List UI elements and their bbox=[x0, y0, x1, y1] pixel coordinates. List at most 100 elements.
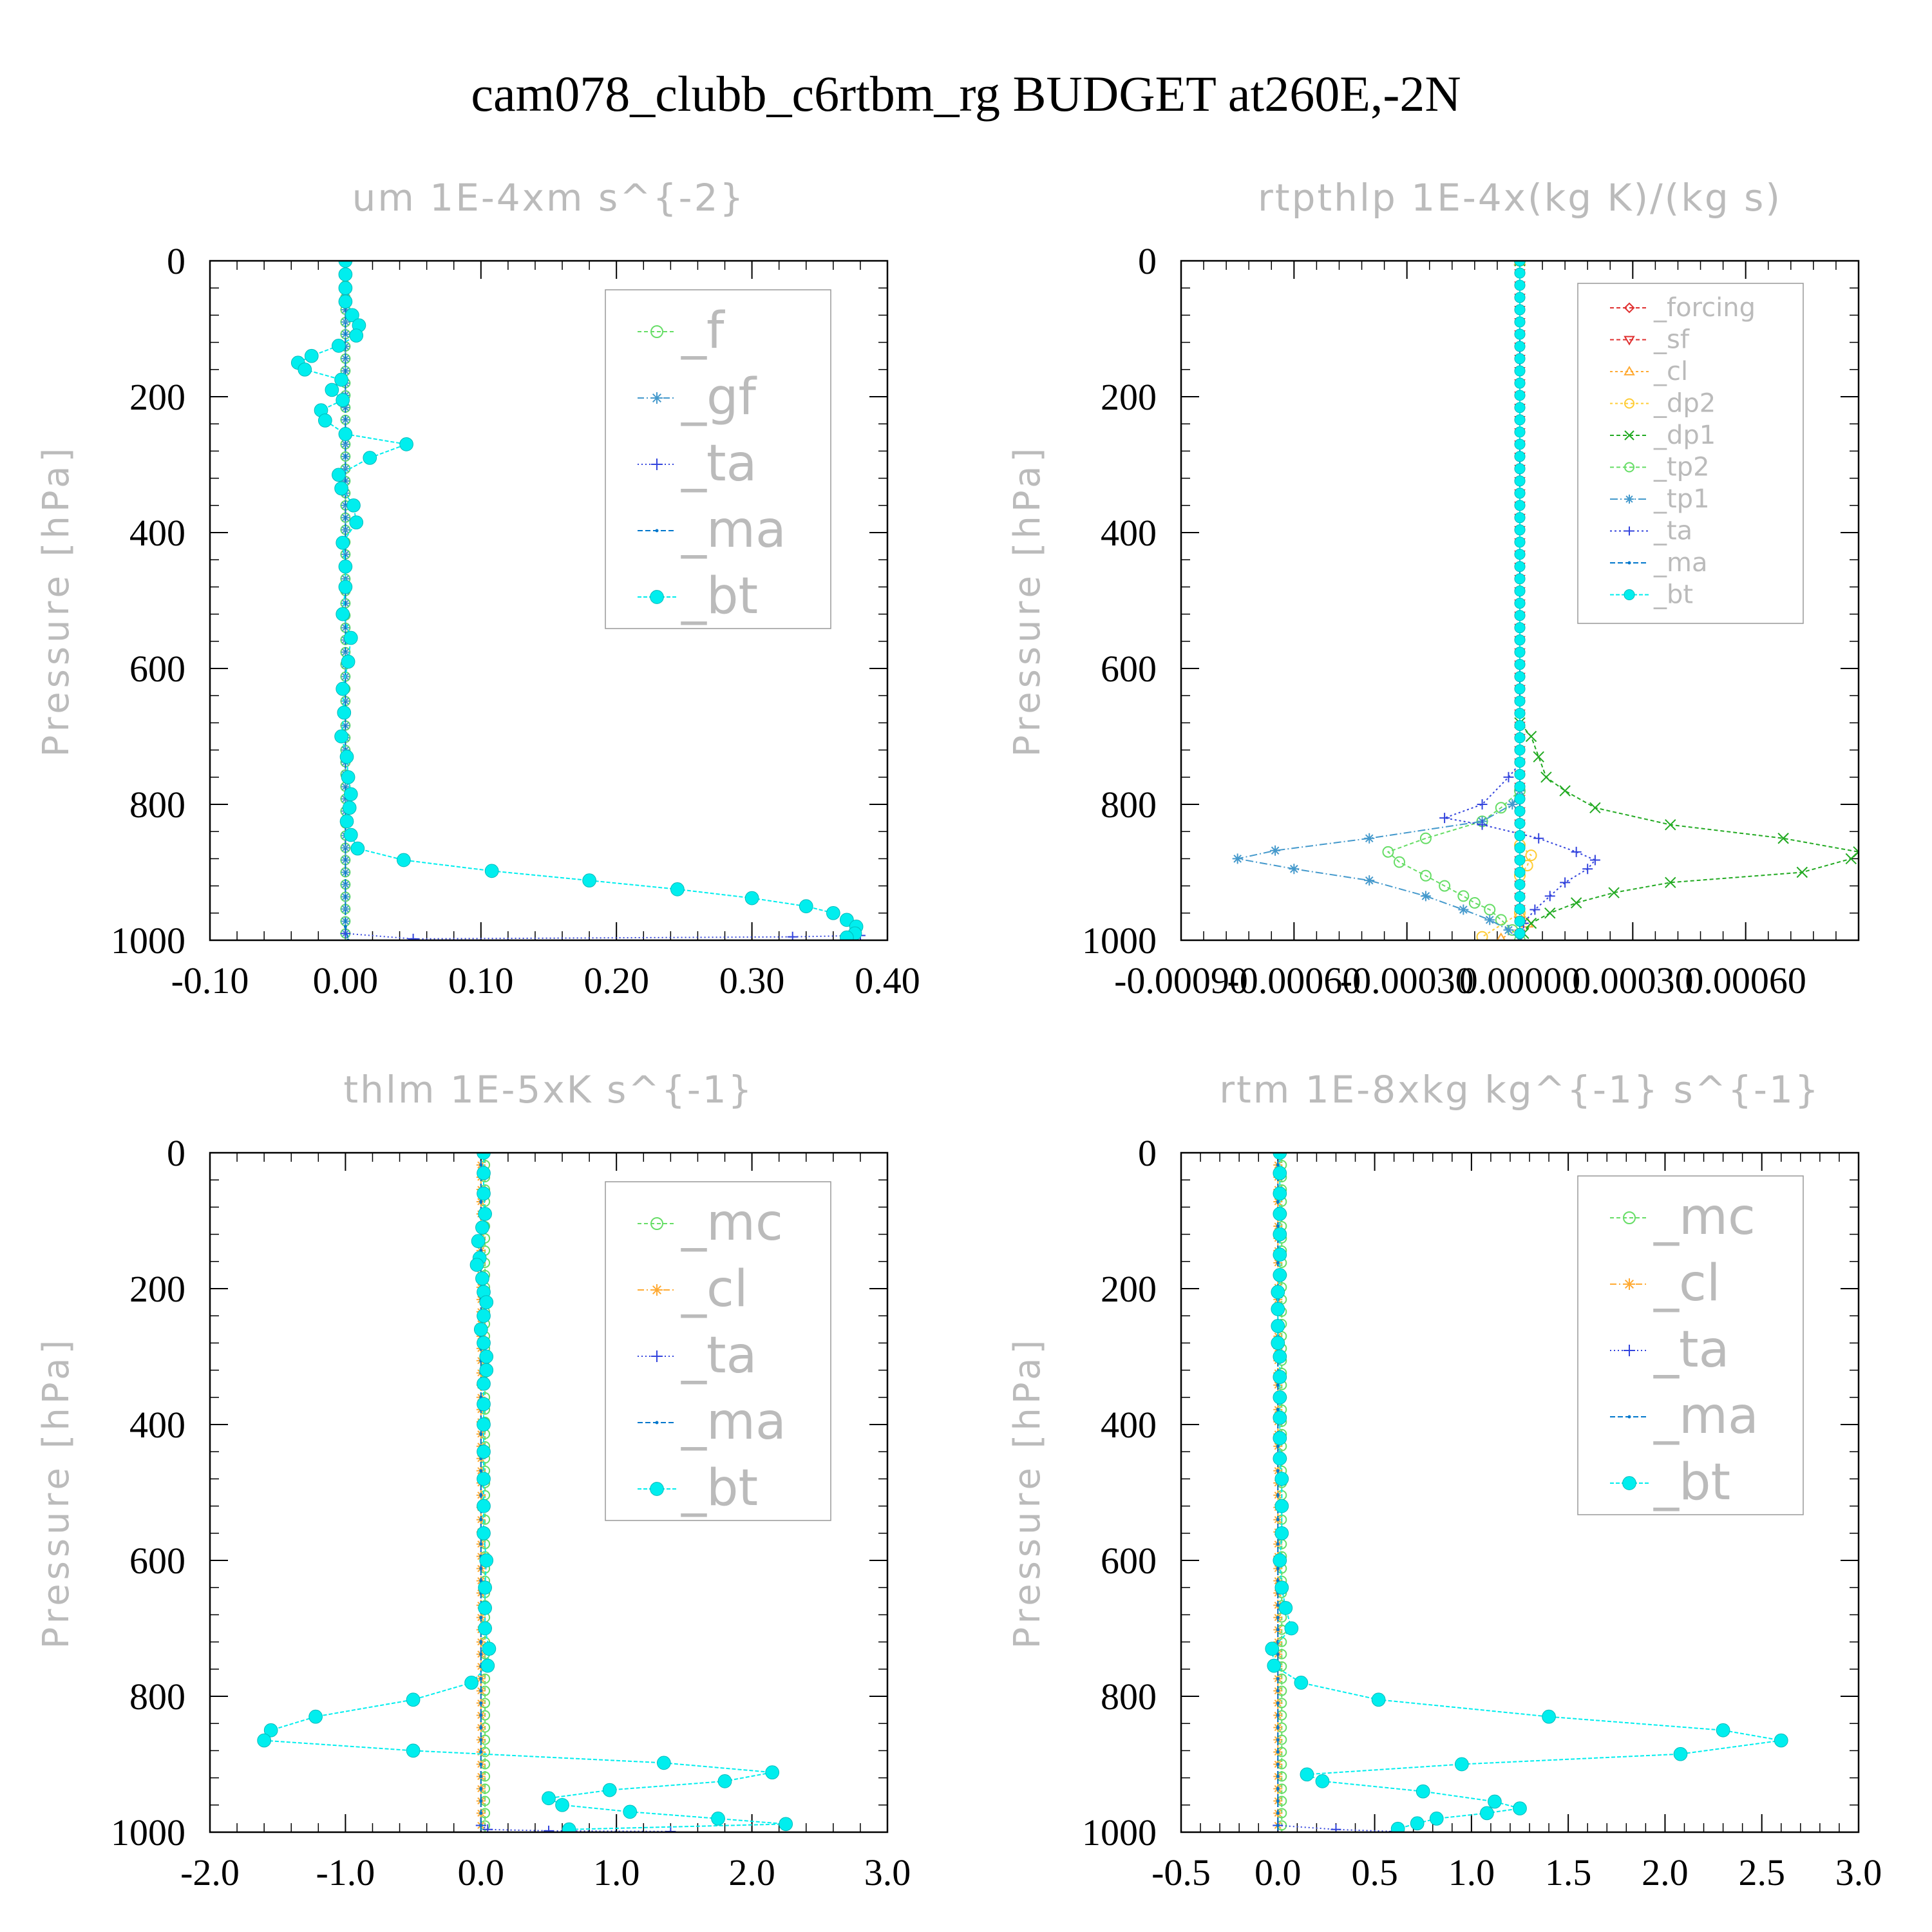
data-point bbox=[1476, 931, 1488, 940]
data-point-shape bbox=[308, 1709, 323, 1724]
data-point-shape bbox=[1488, 1794, 1502, 1809]
data-point bbox=[1495, 914, 1507, 926]
data-point-shape bbox=[1273, 1431, 1287, 1445]
data-point bbox=[623, 1804, 638, 1819]
data-point bbox=[1416, 1784, 1430, 1799]
data-point bbox=[397, 853, 411, 867]
data-point-shape bbox=[338, 281, 353, 296]
legend-marker-shape bbox=[650, 325, 663, 338]
data-point bbox=[1514, 659, 1526, 670]
data-point-shape bbox=[1514, 267, 1526, 279]
data-point bbox=[338, 580, 353, 594]
data-point bbox=[341, 439, 350, 449]
data-point-shape bbox=[623, 1804, 638, 1819]
data-point bbox=[479, 1726, 483, 1730]
legend-label: _ma bbox=[681, 501, 786, 559]
data-point-shape bbox=[1544, 891, 1555, 902]
data-point-shape bbox=[1364, 833, 1375, 844]
legend-entry: _ta bbox=[638, 1327, 757, 1385]
data-point bbox=[1514, 316, 1526, 328]
y-tick-label: 400 bbox=[1101, 512, 1157, 554]
legend-marker-shape bbox=[651, 459, 663, 470]
data-point bbox=[479, 1363, 494, 1378]
panel-title: thlm 1E-5xK s^{-1} bbox=[343, 1068, 753, 1112]
legend: _mc _cl _ta _ma _bt bbox=[1577, 1175, 1804, 1515]
legend-marker-shape bbox=[1624, 398, 1634, 409]
data-point bbox=[1507, 799, 1518, 810]
data-point-shape bbox=[338, 559, 353, 574]
data-point bbox=[1495, 802, 1507, 814]
data-point-shape bbox=[711, 1812, 725, 1826]
data-point bbox=[1273, 1410, 1287, 1425]
data-point bbox=[1514, 903, 1526, 915]
data-point bbox=[349, 515, 364, 530]
data-point bbox=[1276, 1774, 1280, 1778]
data-point bbox=[1525, 849, 1537, 862]
data-point bbox=[464, 1676, 478, 1690]
legend-marker bbox=[1625, 526, 1634, 536]
data-point-shape bbox=[1514, 414, 1526, 426]
data-point bbox=[1845, 853, 1857, 865]
data-point-shape bbox=[1514, 475, 1526, 487]
data-point-shape bbox=[479, 1518, 483, 1522]
data-point bbox=[1439, 880, 1451, 892]
legend-entry: _tp1 bbox=[1610, 484, 1710, 514]
legend-marker bbox=[650, 590, 664, 604]
data-point bbox=[1514, 488, 1526, 499]
data-point-shape bbox=[1774, 1733, 1788, 1748]
data-point-shape bbox=[336, 681, 350, 696]
data-point-shape bbox=[1476, 931, 1488, 940]
plot-frame bbox=[1180, 260, 1860, 942]
data-point bbox=[1276, 1604, 1280, 1607]
data-point-shape bbox=[1276, 1383, 1280, 1387]
data-point bbox=[1273, 1553, 1287, 1567]
data-point bbox=[1273, 1186, 1287, 1201]
data-point-shape bbox=[343, 828, 358, 842]
data-point-shape bbox=[479, 1295, 494, 1309]
data-point-shape bbox=[1514, 488, 1526, 499]
data-point-shape bbox=[1514, 781, 1526, 793]
data-point-shape bbox=[1514, 683, 1526, 695]
data-point-shape bbox=[840, 930, 854, 940]
panel-rtpthlp: rtpthlp 1E-4x(kg K)/(kg s) Pressure [hPa]… bbox=[1007, 176, 1860, 1001]
data-point-shape bbox=[1571, 846, 1582, 857]
legend-entry: _forcing bbox=[1610, 293, 1756, 323]
data-point-shape bbox=[479, 1542, 483, 1546]
data-point bbox=[1525, 917, 1537, 929]
data-point bbox=[332, 339, 346, 353]
data-point-shape bbox=[1273, 1186, 1287, 1201]
data-point bbox=[479, 1469, 483, 1473]
data-point-shape bbox=[1276, 1408, 1280, 1412]
data-point-shape bbox=[479, 1653, 483, 1656]
data-point-shape bbox=[477, 1526, 491, 1540]
data-point-shape bbox=[1514, 842, 1526, 854]
data-point-shape bbox=[1477, 799, 1488, 810]
data-point bbox=[1514, 781, 1526, 793]
data-point bbox=[1488, 1794, 1502, 1809]
data-point-shape bbox=[1514, 341, 1526, 352]
data-point bbox=[1496, 932, 1506, 940]
data-point-shape bbox=[478, 1621, 492, 1636]
data-point-shape bbox=[717, 1774, 732, 1788]
x-tick-label: -1.0 bbox=[316, 1852, 375, 1893]
data-point-shape bbox=[1276, 1567, 1280, 1571]
data-point bbox=[475, 1220, 489, 1235]
data-point-shape bbox=[479, 1363, 494, 1378]
legend-marker bbox=[1624, 1345, 1635, 1356]
data-point bbox=[1514, 500, 1526, 511]
data-point bbox=[1582, 864, 1593, 875]
data-point bbox=[744, 891, 759, 905]
data-point-shape bbox=[779, 1817, 793, 1832]
data-point bbox=[1454, 1757, 1469, 1772]
data-point bbox=[1514, 915, 1526, 927]
data-point bbox=[1276, 1469, 1280, 1473]
data-point-shape bbox=[257, 1733, 272, 1748]
data-point-shape bbox=[1514, 720, 1526, 732]
data-point-shape bbox=[479, 1811, 483, 1815]
data-point-shape bbox=[1796, 866, 1808, 878]
data-point bbox=[1665, 819, 1676, 831]
y-axis-label: Pressure [hPa] bbox=[1007, 1336, 1048, 1649]
data-point-shape bbox=[1845, 853, 1857, 865]
data-point bbox=[602, 1783, 617, 1797]
